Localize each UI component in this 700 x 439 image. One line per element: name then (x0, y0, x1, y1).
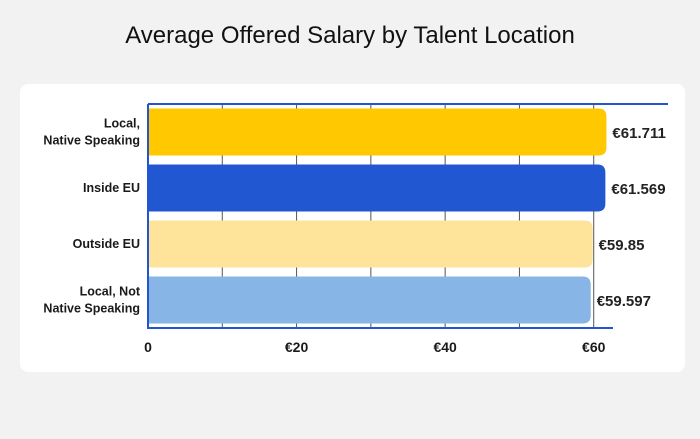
data-label: €59.85 (599, 237, 645, 254)
data-label: €59.597 (597, 293, 651, 310)
x-tick-label: €20 (285, 339, 309, 355)
bar (149, 220, 593, 268)
x-tick-label: €60 (582, 339, 606, 355)
data-label: €61.569 (611, 181, 665, 198)
data-label: €61.711 (612, 125, 665, 142)
plot-frame (147, 103, 614, 329)
bar (149, 276, 591, 324)
bar (149, 108, 607, 156)
x-tick-label: 0 (144, 339, 152, 355)
category-label: Outside EU (73, 237, 140, 251)
category-label: Native Speaking (43, 134, 140, 148)
category-label: Inside EU (83, 181, 140, 195)
chart-title: Average Offered Salary by Talent Locatio… (125, 22, 575, 49)
category-label: Local, Not (80, 285, 141, 299)
category-label: Native Speaking (43, 302, 140, 316)
category-label: Local, (104, 117, 140, 131)
x-tick-label: €40 (433, 339, 457, 355)
bar (149, 164, 606, 212)
